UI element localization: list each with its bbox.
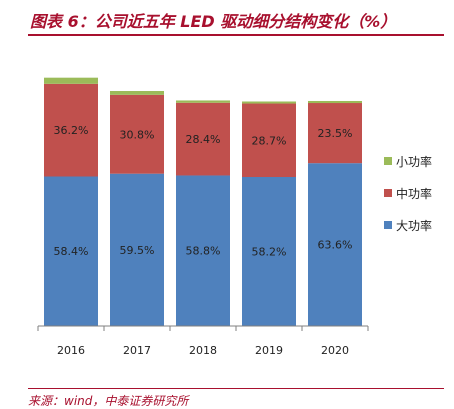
x-axis: 2016 2017 2018 2019 2020 (37, 325, 369, 357)
bar-large-2018 (176, 175, 230, 326)
bar-medium-2016 (44, 83, 98, 177)
legend-swatch-medium (384, 189, 392, 197)
data-label-medium-2018: 28.4% (186, 133, 221, 146)
legend-label-medium: 中功率 (396, 186, 432, 201)
data-label-medium-2020: 23.5% (318, 127, 353, 140)
bar-medium-2018 (176, 102, 230, 176)
data-label-medium-2016: 36.2% (54, 124, 89, 137)
bar-small-2017 (110, 90, 164, 95)
x-tick-label-2017: 2017 (123, 344, 151, 357)
legend-label-large: 大功率 (396, 218, 432, 233)
source-divider (28, 388, 444, 389)
bars-layer (44, 77, 362, 326)
bar-large-2020 (308, 163, 362, 326)
x-tick-label-2018: 2018 (189, 344, 217, 357)
data-label-large-2017: 59.5% (120, 244, 155, 257)
bar-large-2017 (110, 173, 164, 326)
data-labels-layer: 58.4% 36.2% 59.5% 30.8% 58.8% 28.4% 58.2% 28.7%… (54, 124, 353, 258)
bar-large-2019 (242, 177, 296, 326)
chart-title: 图表 6：公司近五年 LED 驱动细分结构变化（%） (30, 12, 397, 31)
data-label-medium-2019: 28.7% (252, 134, 287, 147)
source-note: 来源：wind，中泰证券研究所 (28, 394, 189, 408)
legend-label-small: 小功率 (396, 154, 432, 169)
bar-small-2019 (242, 101, 296, 104)
bar-medium-2019 (242, 103, 296, 178)
bar-small-2016 (44, 77, 98, 84)
title-divider (28, 34, 444, 36)
bar-medium-2017 (110, 94, 164, 174)
data-label-large-2020: 63.6% (318, 239, 353, 252)
x-tick-label-2016: 2016 (57, 344, 85, 357)
legend-swatch-small (384, 157, 392, 165)
data-label-large-2016: 58.4% (54, 245, 89, 258)
bar-small-2018 (176, 100, 230, 103)
data-label-large-2019: 58.2% (252, 246, 287, 259)
bar-small-2020 (308, 100, 362, 104)
legend-swatch-large (384, 221, 392, 229)
data-label-medium-2017: 30.8% (120, 128, 155, 141)
x-tick-label-2020: 2020 (321, 344, 349, 357)
x-tick-label-2019: 2019 (255, 344, 283, 357)
bar-medium-2020 (308, 103, 362, 164)
bar-large-2016 (44, 176, 98, 326)
data-label-large-2018: 58.8% (186, 245, 221, 258)
